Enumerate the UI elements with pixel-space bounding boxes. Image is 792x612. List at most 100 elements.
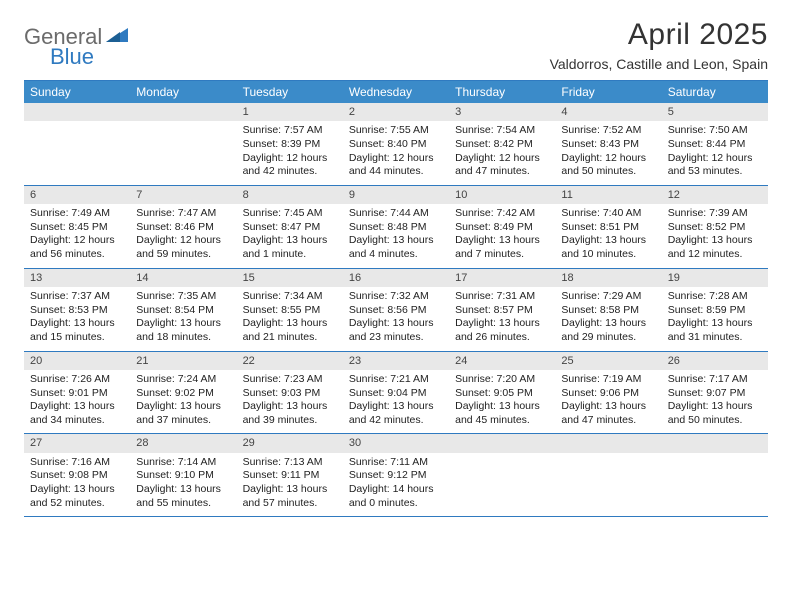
day-body: Sunrise: 7:13 AMSunset: 9:11 PMDaylight:… xyxy=(237,453,343,517)
day-number: 29 xyxy=(237,434,343,452)
day-cell: 7Sunrise: 7:47 AMSunset: 8:46 PMDaylight… xyxy=(130,186,236,268)
day-number: 5 xyxy=(662,103,768,121)
daylight-text: Daylight: 13 hours and 39 minutes. xyxy=(243,400,337,427)
daylight-text: Daylight: 12 hours and 44 minutes. xyxy=(349,152,443,179)
day-number: 18 xyxy=(555,269,661,287)
sunrise-text: Sunrise: 7:28 AM xyxy=(668,290,762,304)
sunset-text: Sunset: 8:46 PM xyxy=(136,221,230,235)
day-number: 17 xyxy=(449,269,555,287)
daylight-text: Daylight: 13 hours and 52 minutes. xyxy=(30,483,124,510)
daylight-text: Daylight: 13 hours and 10 minutes. xyxy=(561,234,655,261)
daylight-text: Daylight: 13 hours and 55 minutes. xyxy=(136,483,230,510)
sunrise-text: Sunrise: 7:21 AM xyxy=(349,373,443,387)
sunset-text: Sunset: 9:10 PM xyxy=(136,469,230,483)
sunrise-text: Sunrise: 7:14 AM xyxy=(136,456,230,470)
daylight-text: Daylight: 13 hours and 37 minutes. xyxy=(136,400,230,427)
day-cell: 17Sunrise: 7:31 AMSunset: 8:57 PMDayligh… xyxy=(449,269,555,351)
weeks-container: 1Sunrise: 7:57 AMSunset: 8:39 PMDaylight… xyxy=(24,103,768,517)
brand-part2: Blue xyxy=(50,44,94,70)
day-cell: 23Sunrise: 7:21 AMSunset: 9:04 PMDayligh… xyxy=(343,352,449,434)
day-number: 26 xyxy=(662,352,768,370)
sunrise-text: Sunrise: 7:54 AM xyxy=(455,124,549,138)
daylight-text: Daylight: 13 hours and 47 minutes. xyxy=(561,400,655,427)
day-body: Sunrise: 7:50 AMSunset: 8:44 PMDaylight:… xyxy=(662,121,768,185)
daylight-text: Daylight: 12 hours and 56 minutes. xyxy=(30,234,124,261)
day-number: 23 xyxy=(343,352,449,370)
day-body: Sunrise: 7:24 AMSunset: 9:02 PMDaylight:… xyxy=(130,370,236,434)
sunrise-text: Sunrise: 7:44 AM xyxy=(349,207,443,221)
day-cell: 19Sunrise: 7:28 AMSunset: 8:59 PMDayligh… xyxy=(662,269,768,351)
sunset-text: Sunset: 8:43 PM xyxy=(561,138,655,152)
day-head-mon: Monday xyxy=(130,81,236,103)
day-body: Sunrise: 7:20 AMSunset: 9:05 PMDaylight:… xyxy=(449,370,555,434)
day-body: Sunrise: 7:47 AMSunset: 8:46 PMDaylight:… xyxy=(130,204,236,268)
sunrise-text: Sunrise: 7:40 AM xyxy=(561,207,655,221)
sunrise-text: Sunrise: 7:49 AM xyxy=(30,207,124,221)
daylight-text: Daylight: 13 hours and 23 minutes. xyxy=(349,317,443,344)
day-cell xyxy=(24,103,130,185)
day-cell: 4Sunrise: 7:52 AMSunset: 8:43 PMDaylight… xyxy=(555,103,661,185)
day-body: Sunrise: 7:52 AMSunset: 8:43 PMDaylight:… xyxy=(555,121,661,185)
day-body: Sunrise: 7:11 AMSunset: 9:12 PMDaylight:… xyxy=(343,453,449,517)
day-body xyxy=(555,453,661,513)
daylight-text: Daylight: 13 hours and 12 minutes. xyxy=(668,234,762,261)
day-number: 28 xyxy=(130,434,236,452)
day-body: Sunrise: 7:45 AMSunset: 8:47 PMDaylight:… xyxy=(237,204,343,268)
sunset-text: Sunset: 9:01 PM xyxy=(30,387,124,401)
daylight-text: Daylight: 12 hours and 53 minutes. xyxy=(668,152,762,179)
day-body: Sunrise: 7:57 AMSunset: 8:39 PMDaylight:… xyxy=(237,121,343,185)
day-body: Sunrise: 7:49 AMSunset: 8:45 PMDaylight:… xyxy=(24,204,130,268)
sunset-text: Sunset: 8:56 PM xyxy=(349,304,443,318)
daylight-text: Daylight: 13 hours and 57 minutes. xyxy=(243,483,337,510)
sunrise-text: Sunrise: 7:31 AM xyxy=(455,290,549,304)
day-cell: 2Sunrise: 7:55 AMSunset: 8:40 PMDaylight… xyxy=(343,103,449,185)
day-body: Sunrise: 7:28 AMSunset: 8:59 PMDaylight:… xyxy=(662,287,768,351)
sunrise-text: Sunrise: 7:13 AM xyxy=(243,456,337,470)
day-cell: 18Sunrise: 7:29 AMSunset: 8:58 PMDayligh… xyxy=(555,269,661,351)
sunset-text: Sunset: 9:07 PM xyxy=(668,387,762,401)
daylight-text: Daylight: 13 hours and 31 minutes. xyxy=(668,317,762,344)
day-number: 22 xyxy=(237,352,343,370)
day-body xyxy=(130,121,236,181)
day-number: 21 xyxy=(130,352,236,370)
sunset-text: Sunset: 8:55 PM xyxy=(243,304,337,318)
day-body: Sunrise: 7:16 AMSunset: 9:08 PMDaylight:… xyxy=(24,453,130,517)
day-number: 8 xyxy=(237,186,343,204)
day-number xyxy=(662,434,768,452)
sunrise-text: Sunrise: 7:42 AM xyxy=(455,207,549,221)
sunrise-text: Sunrise: 7:17 AM xyxy=(668,373,762,387)
day-cell: 9Sunrise: 7:44 AMSunset: 8:48 PMDaylight… xyxy=(343,186,449,268)
month-title: April 2025 xyxy=(550,18,768,52)
day-body: Sunrise: 7:34 AMSunset: 8:55 PMDaylight:… xyxy=(237,287,343,351)
sunset-text: Sunset: 9:05 PM xyxy=(455,387,549,401)
sunrise-text: Sunrise: 7:52 AM xyxy=(561,124,655,138)
week-row: 6Sunrise: 7:49 AMSunset: 8:45 PMDaylight… xyxy=(24,186,768,269)
day-number: 19 xyxy=(662,269,768,287)
day-cell: 21Sunrise: 7:24 AMSunset: 9:02 PMDayligh… xyxy=(130,352,236,434)
sunrise-text: Sunrise: 7:47 AM xyxy=(136,207,230,221)
sunset-text: Sunset: 8:58 PM xyxy=(561,304,655,318)
day-cell: 16Sunrise: 7:32 AMSunset: 8:56 PMDayligh… xyxy=(343,269,449,351)
day-cell: 30Sunrise: 7:11 AMSunset: 9:12 PMDayligh… xyxy=(343,434,449,516)
day-cell: 1Sunrise: 7:57 AMSunset: 8:39 PMDaylight… xyxy=(237,103,343,185)
sunset-text: Sunset: 8:52 PM xyxy=(668,221,762,235)
sunrise-text: Sunrise: 7:45 AM xyxy=(243,207,337,221)
day-body: Sunrise: 7:35 AMSunset: 8:54 PMDaylight:… xyxy=(130,287,236,351)
day-number: 11 xyxy=(555,186,661,204)
day-body: Sunrise: 7:54 AMSunset: 8:42 PMDaylight:… xyxy=(449,121,555,185)
day-number xyxy=(555,434,661,452)
brand-logo-line2: Blue xyxy=(24,44,94,70)
daylight-text: Daylight: 13 hours and 26 minutes. xyxy=(455,317,549,344)
header: General April 2025 Valdorros, Castille a… xyxy=(24,18,768,72)
sunrise-text: Sunrise: 7:11 AM xyxy=(349,456,443,470)
day-body: Sunrise: 7:23 AMSunset: 9:03 PMDaylight:… xyxy=(237,370,343,434)
day-number: 2 xyxy=(343,103,449,121)
sunset-text: Sunset: 8:39 PM xyxy=(243,138,337,152)
day-cell: 20Sunrise: 7:26 AMSunset: 9:01 PMDayligh… xyxy=(24,352,130,434)
day-cell: 10Sunrise: 7:42 AMSunset: 8:49 PMDayligh… xyxy=(449,186,555,268)
sunrise-text: Sunrise: 7:39 AM xyxy=(668,207,762,221)
sunrise-text: Sunrise: 7:37 AM xyxy=(30,290,124,304)
sunset-text: Sunset: 9:08 PM xyxy=(30,469,124,483)
page: General April 2025 Valdorros, Castille a… xyxy=(0,0,792,517)
day-number: 25 xyxy=(555,352,661,370)
